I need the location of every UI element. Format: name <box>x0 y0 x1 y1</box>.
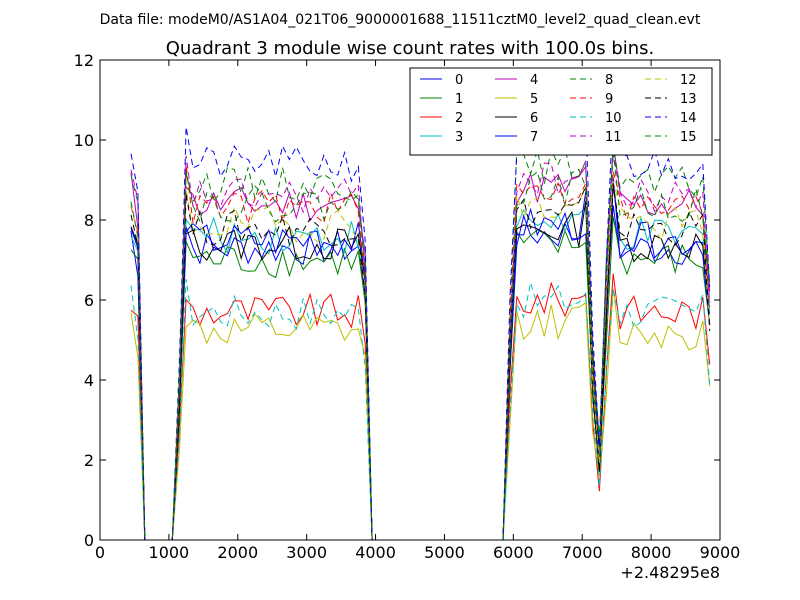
legend-label-10: 10 <box>605 111 622 126</box>
series-line-10 <box>130 279 711 541</box>
legend-label-11: 11 <box>605 130 622 145</box>
legend-label-5: 5 <box>530 92 538 107</box>
series-line-5 <box>130 288 711 541</box>
x-tick-label: 4000 <box>355 543 396 562</box>
legend-label-0: 0 <box>455 73 463 88</box>
y-tick-label: 8 <box>84 211 94 230</box>
legend-label-3: 3 <box>455 130 463 145</box>
x-tick-label: 2000 <box>217 543 258 562</box>
x-tick-label: 0 <box>95 543 105 562</box>
series-line-14 <box>130 107 711 541</box>
legend-label-2: 2 <box>455 111 463 126</box>
series-line-9 <box>130 164 711 541</box>
series-line-3 <box>130 183 711 541</box>
data-file-label: Data file: modeM0/AS1A04_021T06_90000016… <box>100 12 701 28</box>
axis-ticks: 0 1000 2000 3000 4000 5000 6000 7000 8000 9000 0 2 4… <box>74 51 741 562</box>
y-tick-label: 12 <box>74 51 94 70</box>
x-tick-label: 9000 <box>700 543 741 562</box>
series-line-12 <box>130 181 711 541</box>
x-tick-label: 6000 <box>493 543 534 562</box>
legend-label-15: 15 <box>680 130 697 145</box>
legend-label-12: 12 <box>680 73 697 88</box>
y-tick-label: 0 <box>84 531 94 550</box>
legend-label-13: 13 <box>680 92 697 107</box>
legend-label-8: 8 <box>605 73 613 88</box>
series-line-6 <box>130 184 711 541</box>
legend-label-7: 7 <box>530 130 538 145</box>
series-line-15 <box>130 150 711 541</box>
series-lines <box>130 107 711 541</box>
x-offset-label: +2.48295e8 <box>620 563 720 582</box>
legend-box <box>409 67 713 156</box>
x-tick-label: 5000 <box>424 543 465 562</box>
legend-label-9: 9 <box>605 92 613 107</box>
legend-label-1: 1 <box>455 92 463 107</box>
y-tick-label: 2 <box>84 451 94 470</box>
series-line-2 <box>130 273 711 541</box>
x-tick-label: 3000 <box>286 543 327 562</box>
series-line-13 <box>130 183 711 541</box>
x-tick-label: 1000 <box>149 543 190 562</box>
x-tick-label: 7000 <box>562 543 603 562</box>
x-tick-label: 8000 <box>631 543 672 562</box>
series-line-1 <box>130 216 711 541</box>
y-tick-label: 10 <box>74 131 94 150</box>
legend-label-6: 6 <box>530 111 538 126</box>
legend-label-14: 14 <box>680 111 697 126</box>
chart-title: Quadrant 3 module wise count rates with … <box>166 38 655 59</box>
legend-label-4: 4 <box>530 73 538 88</box>
y-tick-label: 4 <box>84 371 94 390</box>
y-tick-label: 6 <box>84 291 94 310</box>
